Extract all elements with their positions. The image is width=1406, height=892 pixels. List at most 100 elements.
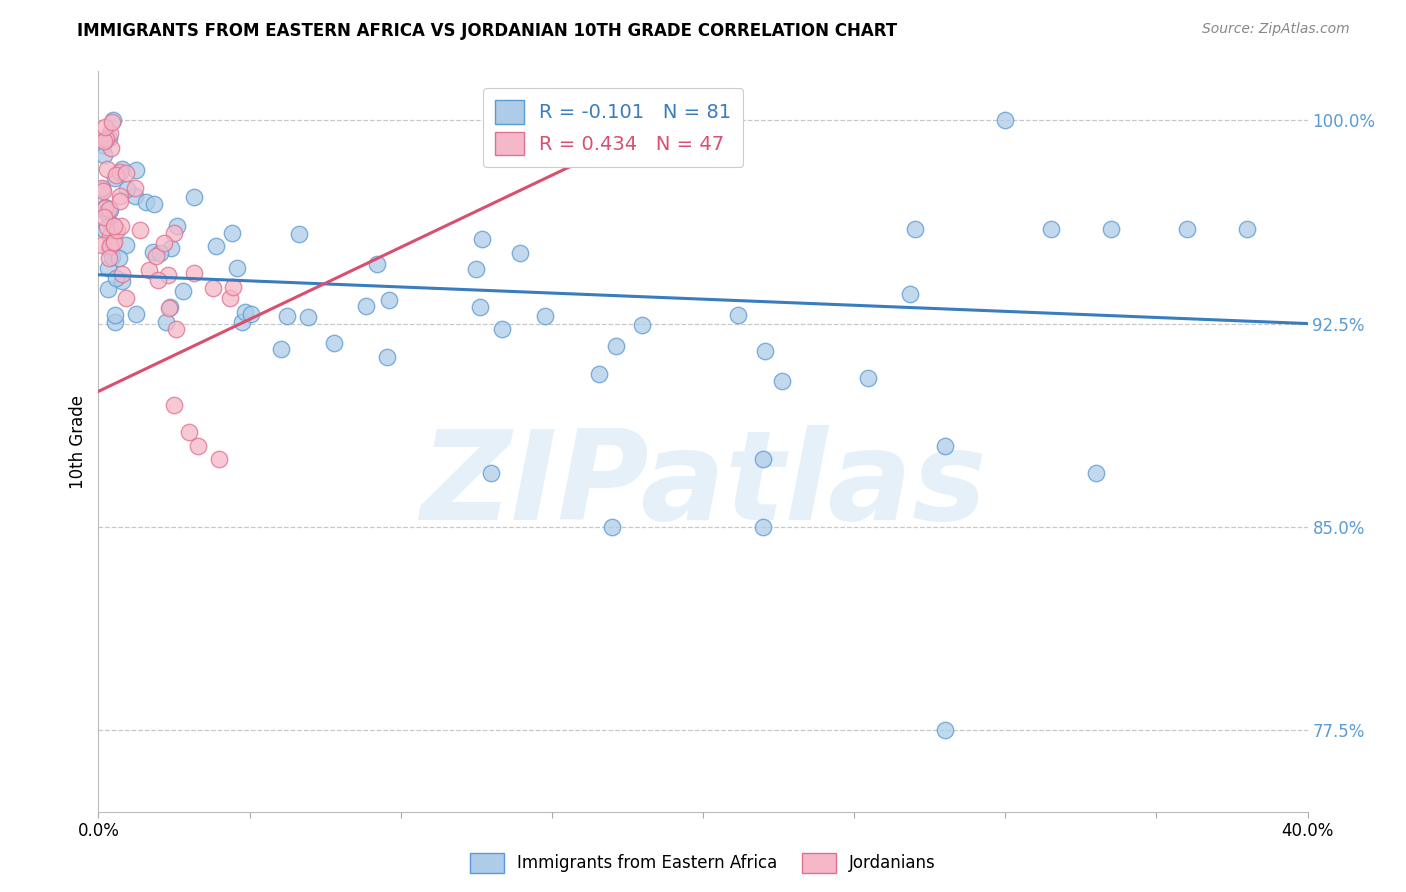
Point xyxy=(491,322,513,336)
Point xyxy=(276,309,298,323)
Point xyxy=(143,197,166,211)
Point xyxy=(94,200,117,214)
Point xyxy=(202,281,225,295)
Point xyxy=(226,261,249,276)
Point xyxy=(93,134,115,148)
Point xyxy=(111,274,134,288)
Point xyxy=(231,315,253,329)
Point xyxy=(509,246,531,260)
Point xyxy=(465,262,488,277)
Point xyxy=(101,113,124,128)
Point xyxy=(90,181,112,195)
Point xyxy=(91,185,114,199)
Point xyxy=(904,221,927,235)
Text: IMMIGRANTS FROM EASTERN AFRICA VS JORDANIAN 10TH GRADE CORRELATION CHART: IMMIGRANTS FROM EASTERN AFRICA VS JORDAN… xyxy=(77,22,897,40)
Point xyxy=(115,182,138,196)
Point xyxy=(630,318,652,332)
Point xyxy=(1039,221,1062,235)
Point xyxy=(98,251,121,265)
Point xyxy=(378,293,401,307)
Point xyxy=(159,240,181,254)
Point xyxy=(481,466,503,480)
Point xyxy=(898,286,921,301)
Point xyxy=(98,243,121,257)
Point xyxy=(155,315,177,329)
Point xyxy=(100,217,122,231)
Y-axis label: 10th Grade: 10th Grade xyxy=(69,394,87,489)
Point xyxy=(125,163,148,178)
Point xyxy=(124,181,146,195)
Point xyxy=(754,344,776,359)
Point xyxy=(240,307,263,321)
Point xyxy=(183,190,205,204)
Point xyxy=(97,282,120,296)
Point xyxy=(108,188,131,202)
Point xyxy=(91,138,114,153)
Point xyxy=(100,141,122,155)
Point xyxy=(858,371,880,385)
Point xyxy=(93,148,115,162)
Point xyxy=(153,235,176,250)
Point xyxy=(471,232,494,246)
Point xyxy=(110,194,132,208)
Point xyxy=(605,339,627,353)
Point xyxy=(149,246,172,260)
Point xyxy=(934,439,956,453)
Legend: R = -0.101   N = 81, R = 0.434   N = 47: R = -0.101 N = 81, R = 0.434 N = 47 xyxy=(484,88,744,167)
Point xyxy=(1099,221,1122,235)
Point xyxy=(187,439,209,453)
Point xyxy=(146,273,169,287)
Point xyxy=(138,263,160,277)
Point xyxy=(135,194,157,209)
Point xyxy=(156,268,179,282)
Point xyxy=(163,398,186,412)
Point xyxy=(111,268,134,282)
Point xyxy=(142,244,165,259)
Point xyxy=(94,223,117,237)
Point xyxy=(98,126,121,140)
Point xyxy=(129,223,152,237)
Point xyxy=(221,226,243,240)
Text: ZIPatlas: ZIPatlas xyxy=(420,425,986,547)
Point xyxy=(727,308,749,322)
Point xyxy=(375,350,398,364)
Point xyxy=(165,321,187,335)
Point xyxy=(97,202,120,216)
Point xyxy=(104,270,127,285)
Point xyxy=(96,205,118,219)
Point xyxy=(104,308,127,322)
Point xyxy=(770,374,793,388)
Point xyxy=(103,219,125,233)
Point xyxy=(94,132,117,146)
Point xyxy=(91,238,114,252)
Point xyxy=(103,235,125,249)
Point xyxy=(97,131,120,145)
Point xyxy=(93,210,115,224)
Point xyxy=(366,257,388,271)
Point xyxy=(94,120,117,134)
Point xyxy=(98,229,121,244)
Point xyxy=(233,304,256,318)
Point xyxy=(101,235,124,250)
Point xyxy=(470,300,492,314)
Point xyxy=(98,203,121,218)
Point xyxy=(166,219,188,233)
Point xyxy=(105,223,128,237)
Point xyxy=(124,188,146,202)
Point xyxy=(354,300,377,314)
Legend: Immigrants from Eastern Africa, Jordanians: Immigrants from Eastern Africa, Jordania… xyxy=(464,847,942,880)
Text: Source: ZipAtlas.com: Source: ZipAtlas.com xyxy=(1202,22,1350,37)
Point xyxy=(111,162,134,177)
Point xyxy=(208,452,231,467)
Point xyxy=(1236,221,1258,235)
Point xyxy=(204,239,226,253)
Point xyxy=(114,291,136,305)
Point xyxy=(752,520,775,534)
Point xyxy=(222,280,245,294)
Point xyxy=(994,113,1017,128)
Point xyxy=(108,165,131,179)
Point xyxy=(145,249,167,263)
Point xyxy=(1175,221,1198,235)
Point xyxy=(108,251,131,265)
Point xyxy=(96,161,118,176)
